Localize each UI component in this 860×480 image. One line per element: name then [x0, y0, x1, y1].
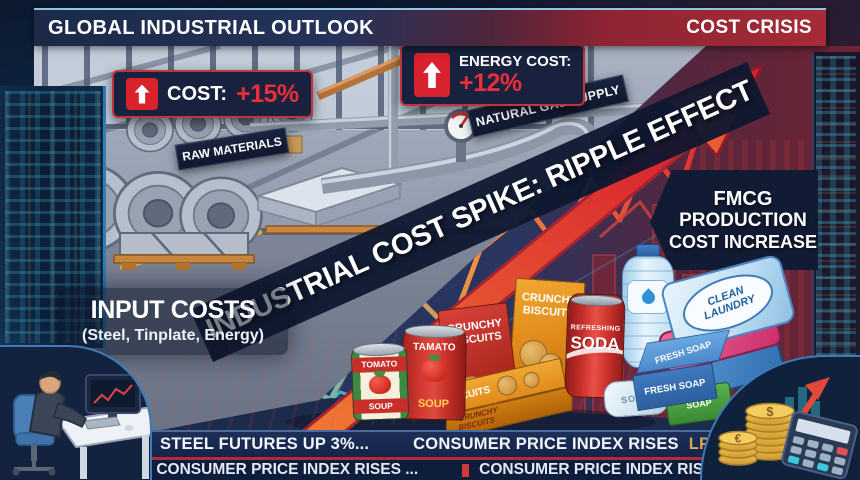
ticker-divider [126, 457, 860, 460]
tomato-icon [368, 374, 392, 395]
analyst-panel [0, 345, 152, 480]
analyst-icon [28, 371, 87, 439]
ticker-item: STEEL FUTURES UP 3%... [160, 435, 370, 453]
ticker-item: CONSUMER PRICE INDEX RISES ... [156, 461, 419, 478]
fmcg-callout: FMCG PRODUCTION COST INCREASE [650, 170, 818, 270]
steel-bundle-pallet [113, 232, 255, 270]
finance-panel: $ € [700, 355, 860, 480]
up-arrow-icon [414, 53, 450, 97]
tomato-soup-can-small: TOMATO SOUP [350, 342, 410, 421]
cost-value: +15% [236, 79, 299, 108]
energy-label: ENERGY COST: [459, 53, 572, 70]
up-arrow-icon [126, 78, 158, 110]
svg-text:$: $ [766, 404, 774, 419]
soup-small-type: SOUP [353, 398, 408, 414]
data-column-left [0, 86, 106, 348]
keyboard [83, 416, 121, 430]
energy-cost-badge: ENERGY COST: +12% [400, 44, 586, 106]
title-band [190, 62, 770, 362]
tomato-soup-can-large: TAMATO SOUP [401, 324, 467, 421]
soda-line2: SODA [570, 333, 620, 354]
ticker-item: CONSUMER PRICE INDEX RISES [479, 461, 724, 478]
input-costs-callout: INPUT COSTS (Steel, Tinplate, Energy) [58, 288, 288, 355]
bottle-label [627, 280, 669, 314]
crisis-tag: COST CRISIS [686, 17, 812, 38]
page-title: GLOBAL INDUSTRIAL OUTLOOK [48, 16, 374, 39]
cost-badge: COST: +15% [112, 70, 313, 118]
red-block-icon [462, 463, 470, 477]
calculator-icon [781, 411, 858, 480]
input-costs-subtitle: (Steel, Tinplate, Energy) [82, 327, 264, 344]
input-costs-title: INPUT COSTS [90, 296, 256, 324]
can-lid [404, 324, 465, 339]
can-lid [570, 294, 623, 307]
soda-line1: REFRESHING [570, 324, 621, 333]
header-bar: GLOBAL INDUSTRIAL OUTLOOK COST CRISIS [34, 8, 826, 46]
biscuit-icon [521, 370, 541, 390]
energy-value: +12% [459, 68, 522, 97]
mouse [124, 425, 134, 431]
ticker-item: CONSUMER PRICE INDEX RISES [413, 435, 679, 453]
data-column-right [812, 52, 860, 414]
droplet-icon [638, 287, 658, 307]
monitor-icon [85, 374, 141, 419]
soup-large-name: TAMATO [412, 341, 457, 354]
fmcg-line3: COST INCREASE [668, 231, 818, 252]
svg-text:€: € [735, 432, 742, 446]
cost-label: COST: [167, 82, 227, 105]
fmcg-line1: FMCG [713, 188, 773, 211]
fmcg-line2: PRODUCTION [679, 210, 807, 232]
tomato-icon [420, 358, 448, 383]
finance-illustration: $ € [718, 377, 858, 480]
can-lid [352, 342, 405, 357]
soup-large-type: SOUP [417, 397, 450, 411]
soap-blue-top-label: FRESH SOAP [653, 338, 713, 366]
biscuit-icon [494, 373, 519, 398]
analyst-illustration [12, 371, 150, 479]
euro-coin-icon: € [718, 430, 758, 466]
